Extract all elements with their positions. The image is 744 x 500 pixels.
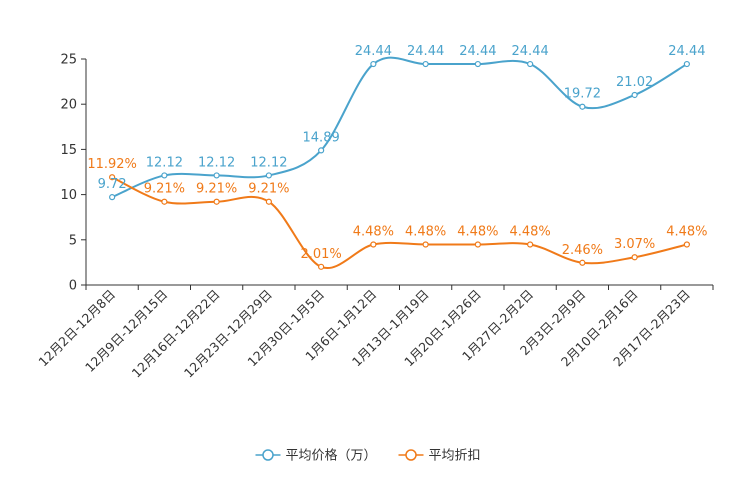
data-label: 24.44 <box>512 44 549 59</box>
data-label: 24.44 <box>668 44 705 59</box>
legend[interactable]: 平均价格（万） 平均折扣 <box>255 448 481 464</box>
data-point[interactable] <box>161 172 168 179</box>
data-point[interactable] <box>161 198 168 205</box>
data-label: 21.02 <box>616 75 653 90</box>
y-tick-label: 25 <box>60 53 77 68</box>
legend-label: 平均价格（万） <box>286 448 377 464</box>
data-point[interactable] <box>213 198 220 205</box>
data-point[interactable] <box>109 194 116 201</box>
legend-marker-icon <box>262 449 274 461</box>
series-lines <box>109 56 690 270</box>
x-tick-label: 12月16日-12月22日 <box>129 287 223 381</box>
data-point[interactable] <box>527 241 534 248</box>
legend-marker-icon <box>405 449 417 461</box>
y-tick-label: 15 <box>60 143 77 158</box>
data-point[interactable] <box>370 241 377 248</box>
data-labels: 9.72 12.12 12.12 12.12 14.89 24.44 24.44 24.44 2… <box>87 44 707 262</box>
axes: 051015202512月2日-12月8日12月9日-12月15日12月16日-… <box>35 53 714 381</box>
data-point[interactable] <box>265 172 272 179</box>
data-point[interactable] <box>370 60 377 68</box>
series-2 <box>109 174 690 270</box>
data-point[interactable] <box>318 263 325 270</box>
data-label: 4.48% <box>353 225 394 240</box>
data-point[interactable] <box>527 60 534 68</box>
data-label: 3.07% <box>614 237 655 252</box>
data-label: 24.44 <box>459 44 496 59</box>
data-label: 24.44 <box>355 44 392 59</box>
data-point[interactable] <box>422 241 429 248</box>
legend-item-1[interactable]: 平均价格（万） <box>255 448 377 464</box>
data-point[interactable] <box>474 60 481 68</box>
legend-item-2[interactable]: 平均折扣 <box>398 449 481 464</box>
data-label: 4.48% <box>509 225 550 240</box>
data-point[interactable] <box>318 147 325 154</box>
series-line <box>111 56 688 199</box>
series-1 <box>109 56 690 201</box>
y-tick-label: 10 <box>60 188 77 203</box>
data-point[interactable] <box>213 172 220 179</box>
data-point[interactable] <box>265 198 272 205</box>
data-point[interactable] <box>631 254 638 261</box>
data-point[interactable] <box>474 241 481 248</box>
data-label: 2.46% <box>562 243 603 258</box>
data-label: 24.44 <box>407 44 444 59</box>
y-tick-label: 20 <box>60 98 77 113</box>
data-point[interactable] <box>422 60 429 68</box>
data-point[interactable] <box>683 60 690 68</box>
legend-label: 平均折扣 <box>429 449 481 464</box>
data-label: 4.48% <box>457 225 498 240</box>
data-label: 12.12 <box>198 155 235 170</box>
data-label: 2.01% <box>300 247 341 262</box>
data-point[interactable] <box>579 103 586 110</box>
data-label: 4.48% <box>666 225 707 240</box>
data-label: 9.72 <box>98 177 127 192</box>
data-label: 4.48% <box>405 225 446 240</box>
data-label: 9.21% <box>248 182 289 197</box>
y-tick-label: 5 <box>69 233 77 248</box>
data-label: 19.72 <box>564 87 601 102</box>
data-point[interactable] <box>631 91 638 99</box>
data-point[interactable] <box>579 259 586 266</box>
data-label: 9.21% <box>144 182 185 197</box>
data-label: 11.92% <box>87 157 137 172</box>
y-tick-label: 0 <box>69 279 77 294</box>
data-label: 12.12 <box>250 155 287 170</box>
x-tick-label: 12月23日-12月29日 <box>181 287 275 381</box>
data-label: 14.89 <box>303 130 340 145</box>
data-point[interactable] <box>109 174 116 181</box>
data-label: 12.12 <box>146 155 183 170</box>
data-point[interactable] <box>683 241 690 248</box>
data-label: 9.21% <box>196 182 237 197</box>
